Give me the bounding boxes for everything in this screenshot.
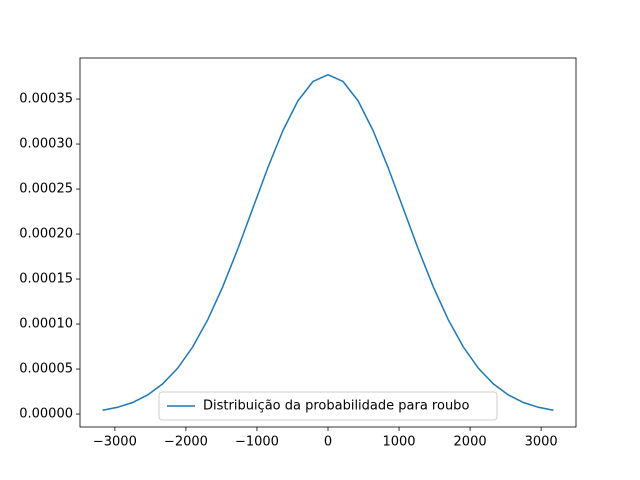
x-tick-label: −3000 [93, 435, 137, 450]
y-tick-label: 0.00020 [19, 227, 73, 242]
y-tick-label: 0.00000 [19, 407, 73, 422]
y-tick-label: 0.00030 [19, 137, 73, 152]
x-tick-label: 3000 [525, 435, 558, 450]
line [102, 73, 554, 411]
x-tick-label: −2000 [164, 435, 208, 450]
y-tick-label: 0.00010 [19, 317, 73, 332]
y-tick-label: 0.00025 [19, 182, 73, 197]
y-tick-label: 0.00005 [19, 362, 73, 377]
y-tick-label: 0.00035 [19, 92, 73, 107]
legend-label: Distribuição da probabilidade para roubo [203, 399, 469, 414]
x-tick-label: −1000 [235, 435, 279, 450]
x-tick-label: 1000 [382, 435, 415, 450]
x-tick-label: 0 [324, 435, 332, 450]
legend-frame [158, 391, 498, 421]
y-tick-label: 0.00015 [19, 272, 73, 287]
legend: Distribuição da probabilidade para roubo [158, 391, 498, 421]
x-tick-label: 2000 [454, 435, 487, 450]
plot-frame [79, 57, 577, 428]
